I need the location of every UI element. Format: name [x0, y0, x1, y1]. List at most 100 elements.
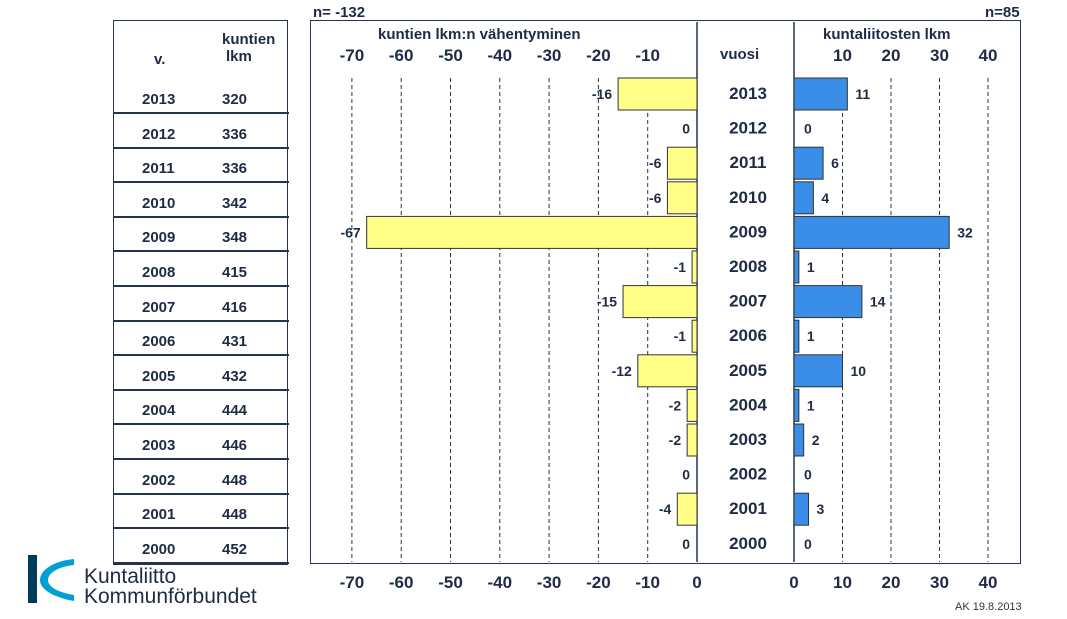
center-year-label: 2011 — [730, 153, 767, 172]
bars-layer — [366, 77, 950, 526]
table-row-divider — [114, 215, 289, 218]
right-bar-label: 1 — [807, 328, 815, 344]
center-year-label: 2010 — [729, 188, 767, 207]
left-bar — [666, 146, 698, 180]
right-bar-label: 32 — [957, 224, 973, 240]
table-header-count-line2: lkm — [226, 48, 252, 65]
table-row-count: 348 — [222, 229, 248, 247]
table-row-divider — [114, 112, 289, 114]
table-row-count: 448 — [222, 471, 248, 489]
table-row-year: 2012 — [142, 125, 176, 143]
table-row-count: 415 — [222, 264, 248, 281]
left-chart-title: kuntien lkm:n vähentyminen — [378, 26, 581, 43]
right-bar — [793, 423, 805, 457]
right-n-label: n=85 — [985, 4, 1020, 21]
center-year-label: 2007 — [729, 292, 767, 311]
left-top-tick: -40 — [487, 46, 513, 65]
center-year-label: 2003 — [729, 430, 767, 449]
right-chart-title: kuntaliitosten lkm — [823, 26, 951, 43]
left-bar — [676, 492, 698, 526]
left-bar — [686, 388, 698, 422]
left-bar-label: -6 — [649, 155, 662, 171]
right-top-tick: 30 — [930, 46, 949, 65]
left-bar-label: -16 — [592, 86, 612, 102]
left-top-tick: -10 — [635, 46, 660, 65]
table-row-count: 320 — [222, 91, 248, 108]
left-bar — [691, 319, 698, 353]
left-bar-label: -1 — [674, 328, 687, 344]
table-row-count: 452 — [222, 540, 248, 558]
right-bar-label: 3 — [817, 501, 825, 517]
table-row-year: 2013 — [142, 91, 176, 108]
left-bottom-tick: -50 — [438, 573, 463, 592]
table-row-year: 2009 — [142, 229, 176, 247]
right-bar-label: 14 — [870, 294, 886, 310]
table-row-count: 446 — [222, 437, 248, 454]
table-row-divider — [114, 285, 289, 287]
table-row-divider — [114, 319, 289, 322]
left-bar — [686, 423, 698, 457]
table-row-year: 2011 — [142, 160, 175, 178]
left-bottom-tick: -30 — [536, 573, 562, 592]
table-row-year: 2004 — [142, 402, 176, 420]
right-top-tick: 40 — [978, 46, 998, 65]
left-bar — [366, 215, 698, 249]
right-bar-label: 1 — [807, 397, 815, 413]
left-bar-label: -2 — [669, 397, 682, 413]
right-bottom-tick: 30 — [930, 573, 949, 592]
right-bar-label: 0 — [804, 121, 812, 137]
left-bottom-tick: -10 — [635, 573, 660, 592]
table-row-count: 336 — [222, 125, 248, 143]
right-bar-label: 0 — [804, 467, 812, 483]
left-bar — [691, 250, 698, 284]
right-bar-label: 11 — [855, 86, 870, 102]
table-row-count: 448 — [222, 506, 248, 524]
table-row-divider — [114, 423, 289, 426]
logo-arc — [40, 559, 74, 601]
table-row-year: 2001 — [142, 506, 176, 524]
table-row-count: 342 — [222, 194, 248, 212]
right-top-tick: 20 — [881, 46, 901, 65]
right-bar — [793, 215, 950, 249]
left-bar-label: 0 — [682, 536, 690, 552]
left-top-tick: -60 — [388, 46, 414, 65]
table-row-year: 2003 — [142, 437, 176, 454]
left-bar-label: -67 — [340, 224, 360, 240]
right-bar — [793, 388, 800, 422]
right-bar-label: 2 — [812, 432, 820, 448]
left-top-tick: -50 — [438, 46, 463, 65]
left-n-label: n= -132 — [313, 4, 366, 21]
right-bottom-tick: 0 — [789, 573, 799, 592]
table-row-divider — [114, 250, 289, 253]
right-bar-label: 4 — [821, 190, 829, 206]
left-bar-label: 0 — [682, 121, 690, 137]
table-row-count: 336 — [222, 160, 248, 178]
center-year-label: 2006 — [729, 326, 767, 345]
left-bottom-tick: -40 — [487, 573, 513, 592]
center-year-label: 2013 — [729, 84, 767, 103]
left-bar-label: -15 — [597, 294, 617, 310]
right-bottom-tick: 10 — [833, 573, 852, 592]
center-header: vuosi — [720, 46, 760, 63]
center-year-label: 2002 — [729, 465, 767, 484]
right-bar-label: 1 — [807, 259, 815, 275]
left-bar-label: 0 — [682, 467, 690, 483]
right-bar — [793, 285, 863, 319]
right-bar — [793, 492, 810, 526]
table-row-year: 2000 — [142, 540, 176, 558]
table-row-count: 431 — [222, 333, 248, 351]
table-row-year: 2008 — [142, 264, 176, 281]
left-bar — [622, 285, 698, 319]
left-bar-label: -6 — [649, 190, 662, 206]
footer-credit: AK 19.8.2013 — [955, 601, 1022, 613]
logo-bar — [28, 555, 37, 603]
right-bar-label: 0 — [804, 536, 812, 552]
left-bottom-tick: -20 — [586, 573, 611, 592]
table-row-count: 432 — [222, 367, 248, 385]
left-bottom-tick: -60 — [388, 573, 414, 592]
center-year-label: 2009 — [729, 222, 767, 241]
right-bar-label: 6 — [831, 155, 839, 171]
table-row-year: 2010 — [142, 194, 176, 212]
left-bar — [617, 77, 698, 111]
